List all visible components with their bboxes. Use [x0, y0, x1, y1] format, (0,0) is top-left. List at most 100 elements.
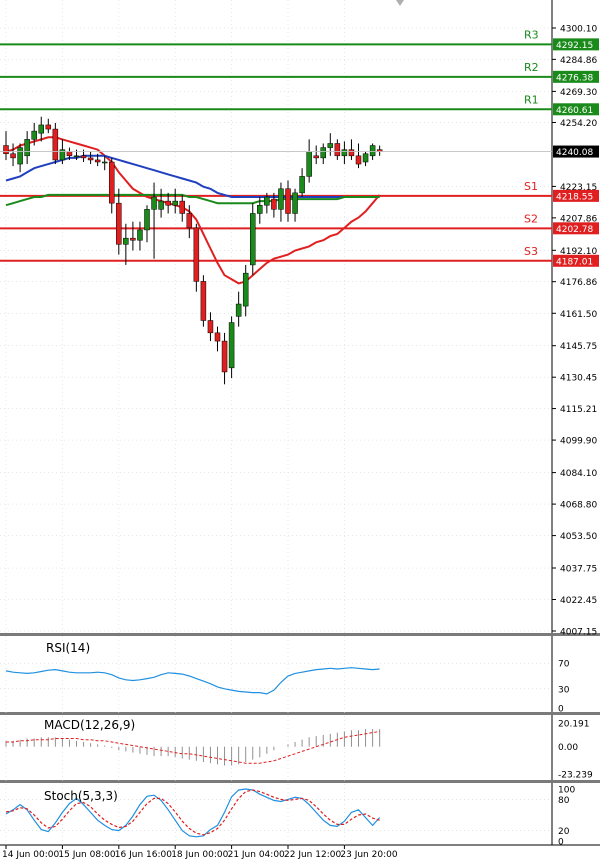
candle — [334, 139, 341, 160]
pivot-level-value: 4292.15 — [556, 41, 593, 51]
candle-body — [278, 188, 284, 210]
candle — [285, 180, 291, 222]
candle-body — [341, 149, 348, 157]
price-tick-label: 4269.30 — [560, 88, 597, 98]
candle — [186, 205, 193, 239]
panel-separator — [0, 633, 600, 636]
candle-body — [264, 196, 270, 206]
candle-body — [228, 322, 235, 369]
candle-body — [257, 204, 263, 214]
candle-body — [306, 151, 312, 177]
rsi-line — [5, 667, 380, 695]
rsi-title: RSI(14) — [46, 641, 90, 655]
candle-body — [186, 213, 193, 229]
stoch-tick-label: 100 — [558, 786, 575, 796]
pivot-level-value: 4202.78 — [556, 225, 593, 235]
stoch-main-line — [5, 788, 381, 838]
price-tick-label: 4284.86 — [560, 56, 597, 66]
macd-title: MACD(12,26,9) — [44, 718, 135, 732]
candle-body — [165, 200, 171, 206]
stoch-title: Stoch(5,3,3) — [44, 789, 118, 803]
pivot-level-tag — [553, 103, 599, 116]
candle — [327, 133, 334, 156]
time-tick-label: 18 Jun 00:00 — [171, 850, 228, 860]
pivot-level-name: R3 — [524, 28, 539, 41]
candle — [313, 145, 319, 165]
candle-body — [80, 155, 87, 159]
candle — [362, 151, 369, 167]
candle — [172, 188, 178, 214]
price-tick-label: 4254.20 — [560, 119, 597, 129]
candle-body — [101, 161, 108, 164]
candle — [242, 264, 249, 317]
price-tick-label: 4223.15 — [560, 183, 597, 193]
candle-body — [193, 227, 200, 282]
macd-tick-label: 0.00 — [558, 743, 578, 753]
panel-separator — [0, 780, 600, 783]
price-tick-label: 4099.90 — [560, 437, 597, 447]
candle-body — [207, 320, 214, 334]
candle — [278, 182, 284, 222]
pivot-level-tag — [553, 38, 599, 51]
candle — [116, 188, 122, 255]
candle-body — [151, 196, 157, 210]
rsi-tick-label: 70 — [558, 660, 570, 670]
candle — [200, 275, 207, 327]
candle — [299, 168, 305, 197]
candle — [151, 182, 157, 259]
pivot-level-name: S1 — [524, 180, 538, 193]
pivot-level-value: 4218.55 — [556, 192, 593, 202]
time-tick-label: 14 Jun 00:00 — [2, 850, 59, 860]
time-tick-label: 15 Jun 08:00 — [58, 850, 115, 860]
macd-signal-line — [6, 730, 380, 764]
candle-body — [271, 198, 277, 210]
candle — [38, 116, 44, 142]
rsi-tick-label: 30 — [558, 685, 570, 695]
pivot-level-tag — [553, 70, 599, 83]
price-tick-label: 4115.21 — [560, 405, 597, 415]
time-tick-label: 22 Jun 12:00 — [284, 850, 341, 860]
candle — [87, 151, 94, 165]
candle-body — [172, 200, 178, 206]
candle-body — [24, 139, 30, 157]
candle — [3, 131, 9, 160]
candle — [130, 221, 136, 251]
pivot-level-name: S2 — [524, 212, 538, 225]
candle-body — [292, 192, 298, 214]
candle — [17, 143, 23, 173]
candle — [179, 194, 185, 222]
candle-body — [320, 147, 326, 159]
candle-body — [285, 188, 291, 214]
stoch-signal-line — [5, 789, 380, 836]
candle-body — [214, 332, 221, 342]
candle-body — [59, 149, 66, 161]
candle-body — [348, 149, 355, 157]
candle-body — [109, 161, 115, 204]
candle — [45, 118, 52, 134]
price-tick-label: 4022.45 — [560, 596, 597, 606]
candle — [228, 316, 235, 379]
candle-body — [45, 124, 52, 130]
price-tick-label: 4207.86 — [560, 214, 597, 224]
candle — [165, 192, 171, 214]
candle-body — [38, 124, 44, 134]
pivot-level-value: 4187.01 — [556, 257, 593, 267]
candles — [3, 116, 383, 385]
candle — [193, 223, 200, 292]
candle — [109, 157, 115, 214]
candle-body — [123, 237, 129, 245]
candle — [348, 139, 355, 160]
candle-body — [94, 159, 101, 163]
candle — [207, 312, 214, 342]
macd-tick-label: -23.239 — [558, 771, 593, 781]
pivot-level-name: S3 — [524, 245, 538, 258]
candle — [31, 122, 37, 146]
candle-body — [362, 153, 369, 163]
candle-body — [334, 143, 341, 157]
panel-separator — [0, 712, 600, 715]
candle-body — [158, 200, 164, 210]
price-tick-label: 4130.45 — [560, 374, 597, 384]
moving-average-line — [5, 193, 380, 207]
